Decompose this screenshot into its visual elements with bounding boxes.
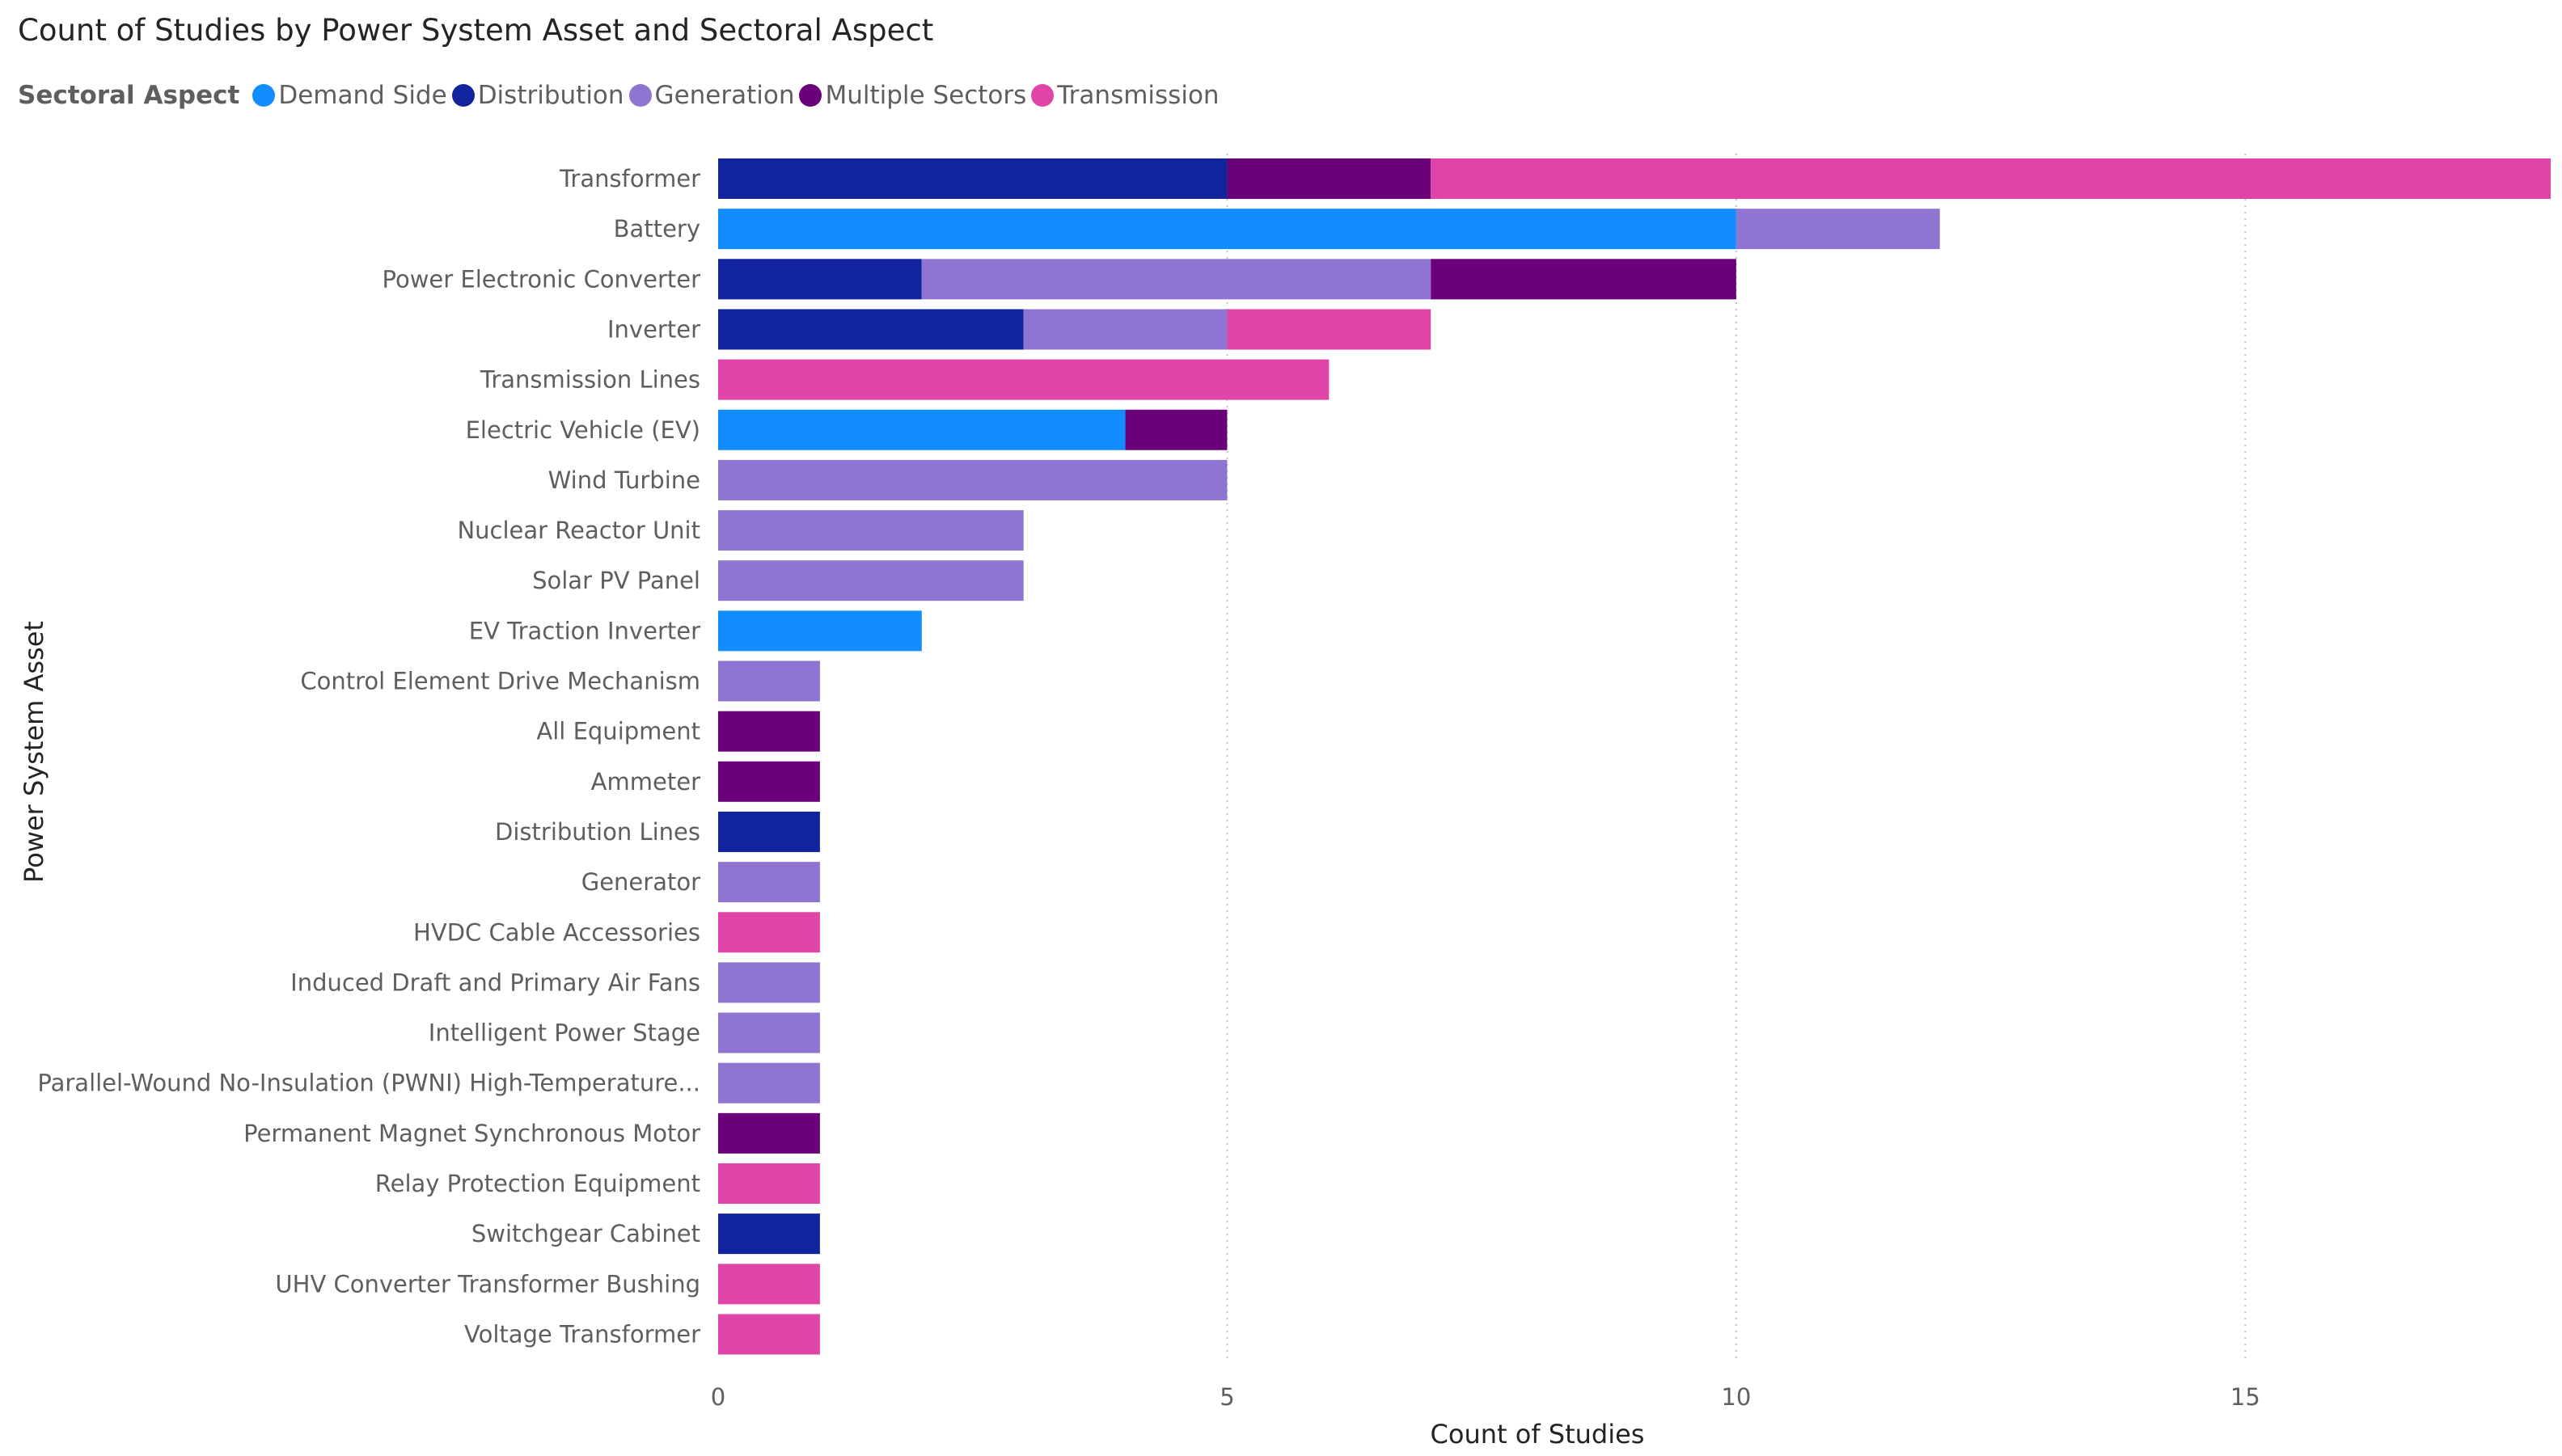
legend-item-distribution[interactable]: Distribution: [451, 81, 624, 110]
y-tick-label: Switchgear Cabinet: [471, 1220, 700, 1247]
bar-segment[interactable]: Switchgear Cabinet / Distribution: 1: [718, 1213, 820, 1255]
y-tick-label: Relay Protection Equipment: [375, 1170, 700, 1197]
legend-label: Demand Side: [278, 81, 447, 110]
y-tick-label: UHV Converter Transformer Bushing: [275, 1270, 700, 1298]
y-tick-label: EV Traction Inverter: [469, 617, 700, 644]
bar-segment[interactable]: EV Traction Inverter / Demand Side: 2: [718, 610, 922, 652]
bar-segment[interactable]: Voltage Transformer / Transmission: 1: [718, 1314, 820, 1355]
legend-label: Distribution: [477, 81, 624, 110]
bar-segment[interactable]: Transformer / Distribution: 5: [718, 158, 1228, 199]
legend-marker-icon: [451, 84, 475, 107]
bar-segment[interactable]: Solar PV Panel / Generation: 3: [718, 560, 1024, 601]
bar-segment[interactable]: Transformer / Transmission: 11: [1431, 158, 2551, 199]
x-tick-label: 15: [2230, 1383, 2260, 1411]
bars: Transformer / Distribution: 5Transformer…: [718, 158, 2551, 1355]
y-tick-label: Inverter: [607, 315, 700, 343]
legend-item-multiple-sectors[interactable]: Multiple Sectors: [799, 81, 1026, 110]
y-axis-title: Power System Asset: [19, 621, 49, 883]
y-tick-label: Wind Turbine: [548, 466, 700, 494]
bar-segment[interactable]: Relay Protection Equipment / Transmissio…: [718, 1163, 820, 1204]
bar-segment[interactable]: Battery / Generation: 2: [1735, 209, 1940, 250]
legend-item-demand-side[interactable]: Demand Side: [252, 81, 447, 110]
bar-segment[interactable]: Generator / Generation: 1: [718, 862, 820, 903]
y-tick-label: HVDC Cable Accessories: [413, 918, 700, 946]
y-tick-label: Battery: [614, 215, 700, 243]
legend-marker-icon: [252, 84, 276, 107]
bar-segment[interactable]: All Equipment / Multiple Sectors: 1: [718, 711, 820, 752]
y-tick-label: Parallel-Wound No-Insulation (PWNI) High…: [37, 1070, 700, 1097]
y-tick-label: Voltage Transformer: [464, 1320, 700, 1348]
bar-segment[interactable]: HVDC Cable Accessories / Transmission: 1: [718, 912, 820, 953]
legend-marker-icon: [799, 84, 822, 107]
bar-segment[interactable]: Distribution Lines / Distribution: 1: [718, 811, 820, 852]
y-tick-label: All Equipment: [536, 718, 700, 745]
bar-segment[interactable]: Power Electronic Converter / Multiple Se…: [1431, 259, 1736, 300]
bar-segment[interactable]: Nuclear Reactor Unit / Generation: 3: [718, 510, 1024, 551]
y-tick-label: Ammeter: [591, 768, 700, 796]
bar-segment[interactable]: Control Element Drive Mechanism / Genera…: [718, 660, 820, 702]
y-tick-label: Solar PV Panel: [532, 567, 700, 594]
bar-segment[interactable]: UHV Converter Transformer Bushing / Tran…: [718, 1264, 820, 1305]
bar-segment[interactable]: Inverter / Transmission: 2: [1227, 309, 1431, 350]
y-tick-label: Control Element Drive Mechanism: [300, 668, 700, 695]
legend-label: Transmission: [1057, 81, 1220, 110]
bar-segment[interactable]: Transmission Lines / Transmission: 6: [718, 359, 1330, 400]
bar-segment[interactable]: Transformer / Multiple Sectors: 2: [1227, 158, 1431, 199]
bar-segment[interactable]: Parallel-Wound No-Insulation (PWNI) High…: [718, 1062, 820, 1104]
y-tick-label: Transformer: [559, 165, 700, 192]
legend-marker-icon: [628, 84, 652, 107]
legend: Sectoral Aspect Demand Side Distribution…: [18, 78, 1224, 113]
bar-segment[interactable]: Power Electronic Converter / Distributio…: [718, 259, 922, 300]
bar-segment[interactable]: Wind Turbine / Generation: 5: [718, 459, 1228, 500]
legend-item-transmission[interactable]: Transmission: [1031, 81, 1220, 110]
chart-title: Count of Studies by Power System Asset a…: [18, 13, 934, 48]
y-tick-label: Distribution Lines: [495, 818, 700, 846]
bar-segment[interactable]: Battery / Demand Side: 10: [718, 209, 1736, 250]
legend-title: Sectoral Aspect: [18, 81, 240, 110]
bar-segment[interactable]: Electric Vehicle (EV) / Demand Side: 4: [718, 409, 1126, 450]
x-tick-label: 0: [711, 1383, 725, 1411]
y-tick-label: Induced Draft and Primary Air Fans: [290, 969, 700, 996]
bar-segment[interactable]: Induced Draft and Primary Air Fans / Gen…: [718, 962, 820, 1003]
x-axis-title: Count of Studies: [1431, 1419, 1645, 1450]
gridlines: [1226, 154, 2247, 1359]
x-axis-labels: 0 5 10 15: [711, 1383, 2260, 1411]
legend-marker-icon: [1031, 84, 1055, 107]
legend-item-generation[interactable]: Generation: [628, 81, 795, 110]
y-tick-label: Generator: [581, 868, 700, 896]
y-tick-label: Intelligent Power Stage: [429, 1019, 700, 1047]
y-tick-label: Transmission Lines: [480, 366, 700, 394]
y-tick-label: Permanent Magnet Synchronous Motor: [243, 1120, 700, 1147]
x-tick-label: 5: [1220, 1383, 1234, 1411]
x-tick-label: 10: [1721, 1383, 1751, 1411]
y-tick-label: Nuclear Reactor Unit: [457, 517, 700, 544]
legend-label: Multiple Sectors: [825, 81, 1027, 110]
bar-segment[interactable]: Electric Vehicle (EV) / Multiple Sectors…: [1125, 409, 1228, 450]
bar-segment[interactable]: Permanent Magnet Synchronous Motor / Mul…: [718, 1112, 820, 1154]
y-tick-label: Power Electronic Converter: [383, 265, 701, 293]
legend-label: Generation: [654, 81, 795, 110]
y-axis-labels: Transformer Battery Power Electronic Conve…: [37, 165, 700, 1348]
bar-segment[interactable]: Inverter / Distribution: 3: [718, 309, 1024, 350]
bar-segment[interactable]: Power Electronic Converter / Generation:…: [921, 259, 1431, 300]
bar-segment[interactable]: Ammeter / Multiple Sectors: 1: [718, 761, 820, 802]
bar-segment[interactable]: Inverter / Generation: 2: [1023, 309, 1228, 350]
y-tick-label: Electric Vehicle (EV): [466, 416, 700, 444]
bar-segment[interactable]: Intelligent Power Stage / Generation: 1: [718, 1012, 820, 1053]
